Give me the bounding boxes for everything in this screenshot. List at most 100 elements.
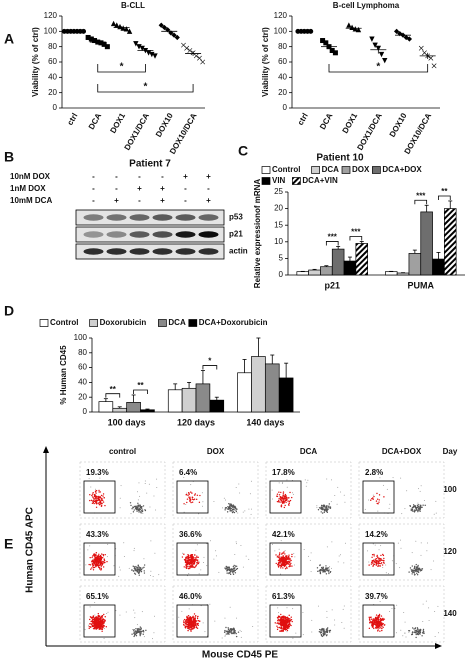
event-dot (191, 501, 194, 503)
event-dot (277, 563, 279, 566)
event-dot (195, 565, 197, 567)
significance-bracket (438, 195, 451, 200)
event-dot (191, 564, 193, 566)
event-dot (414, 631, 417, 633)
event-dot (421, 506, 423, 509)
event-dot (118, 566, 120, 568)
event-dot (329, 570, 332, 573)
event-dot (192, 565, 194, 568)
event-dot (181, 556, 184, 558)
event-dot (123, 542, 125, 544)
event-dot (381, 618, 384, 620)
event-dot (188, 493, 190, 496)
event-dot (380, 545, 382, 547)
event-dot (140, 633, 142, 635)
event-dot (378, 617, 380, 619)
event-dot (375, 616, 377, 619)
event-dot (88, 626, 91, 628)
event-dot (416, 627, 419, 629)
event-dot (93, 626, 95, 628)
legend-swatch (292, 177, 301, 185)
bar (331, 248, 345, 276)
event-dot (95, 502, 98, 505)
event-dot (103, 559, 106, 562)
event-dot (136, 505, 138, 507)
event-dot (276, 500, 279, 503)
event-dot (374, 621, 377, 624)
event-dot (343, 605, 345, 607)
event-dot (289, 624, 291, 626)
event-dot (153, 615, 155, 617)
flow-x-label: Mouse CD45 PE (202, 650, 278, 661)
gate (176, 542, 209, 576)
event-dot (204, 631, 206, 633)
event-dot (193, 562, 196, 565)
event-dot (384, 624, 386, 626)
event-dot (132, 629, 134, 631)
event-dot (388, 507, 390, 509)
event-dot (89, 616, 92, 618)
event-dot (158, 574, 160, 576)
event-dot (94, 616, 97, 619)
event-dot (95, 557, 98, 560)
event-dot (197, 615, 199, 618)
event-dot (368, 627, 371, 630)
event-dot (316, 567, 319, 569)
event-dot (98, 489, 100, 492)
event-dot (98, 568, 101, 570)
event-dot (192, 628, 194, 630)
event-dot (186, 622, 188, 624)
event-dot (101, 497, 103, 500)
event-dot (103, 627, 105, 629)
event-dot (88, 627, 90, 630)
event-dot (437, 632, 439, 634)
bar (251, 356, 266, 413)
event-dot (193, 622, 195, 625)
event-dot (283, 563, 285, 566)
event-dot (97, 621, 99, 623)
event-dot (242, 566, 244, 568)
lane-sign: - (184, 196, 187, 205)
event-dot (143, 564, 146, 566)
event-dot (378, 627, 380, 629)
event-dot (282, 500, 284, 503)
event-dot (330, 501, 332, 503)
event-dot (232, 566, 235, 568)
lane-sign: - (115, 172, 118, 181)
event-dot (317, 605, 319, 607)
event-dot (420, 485, 422, 487)
event-dot (281, 483, 283, 485)
gate (83, 604, 116, 638)
event-dot (98, 491, 100, 493)
event-dot (96, 560, 99, 562)
event-dot (94, 556, 96, 558)
event-dot (228, 633, 230, 635)
data-point (158, 22, 164, 28)
event-dot (107, 611, 109, 613)
event-dot (286, 556, 288, 559)
event-dot (288, 623, 290, 626)
event-dot (232, 568, 234, 570)
y-tick-label: 60 (48, 57, 57, 66)
event-dot (378, 623, 381, 625)
day-label: 120 (443, 547, 457, 556)
event-dot (337, 561, 339, 563)
event-dot (193, 627, 195, 629)
event-dot (278, 499, 280, 502)
event-dot (327, 508, 329, 511)
event-dot (271, 489, 273, 491)
event-dot (186, 501, 188, 504)
event-dot (381, 627, 383, 630)
event-dot (377, 558, 380, 560)
event-dot (141, 611, 143, 613)
event-dot (411, 565, 413, 567)
bar (296, 271, 310, 276)
event-dot (194, 554, 196, 556)
blot-band (83, 214, 104, 221)
flow-y-label: Human CD45 APC (25, 507, 36, 593)
event-dot (409, 567, 412, 569)
event-dot (189, 561, 192, 563)
event-dot (198, 561, 200, 563)
event-dot (287, 500, 289, 502)
event-dot (289, 560, 291, 563)
